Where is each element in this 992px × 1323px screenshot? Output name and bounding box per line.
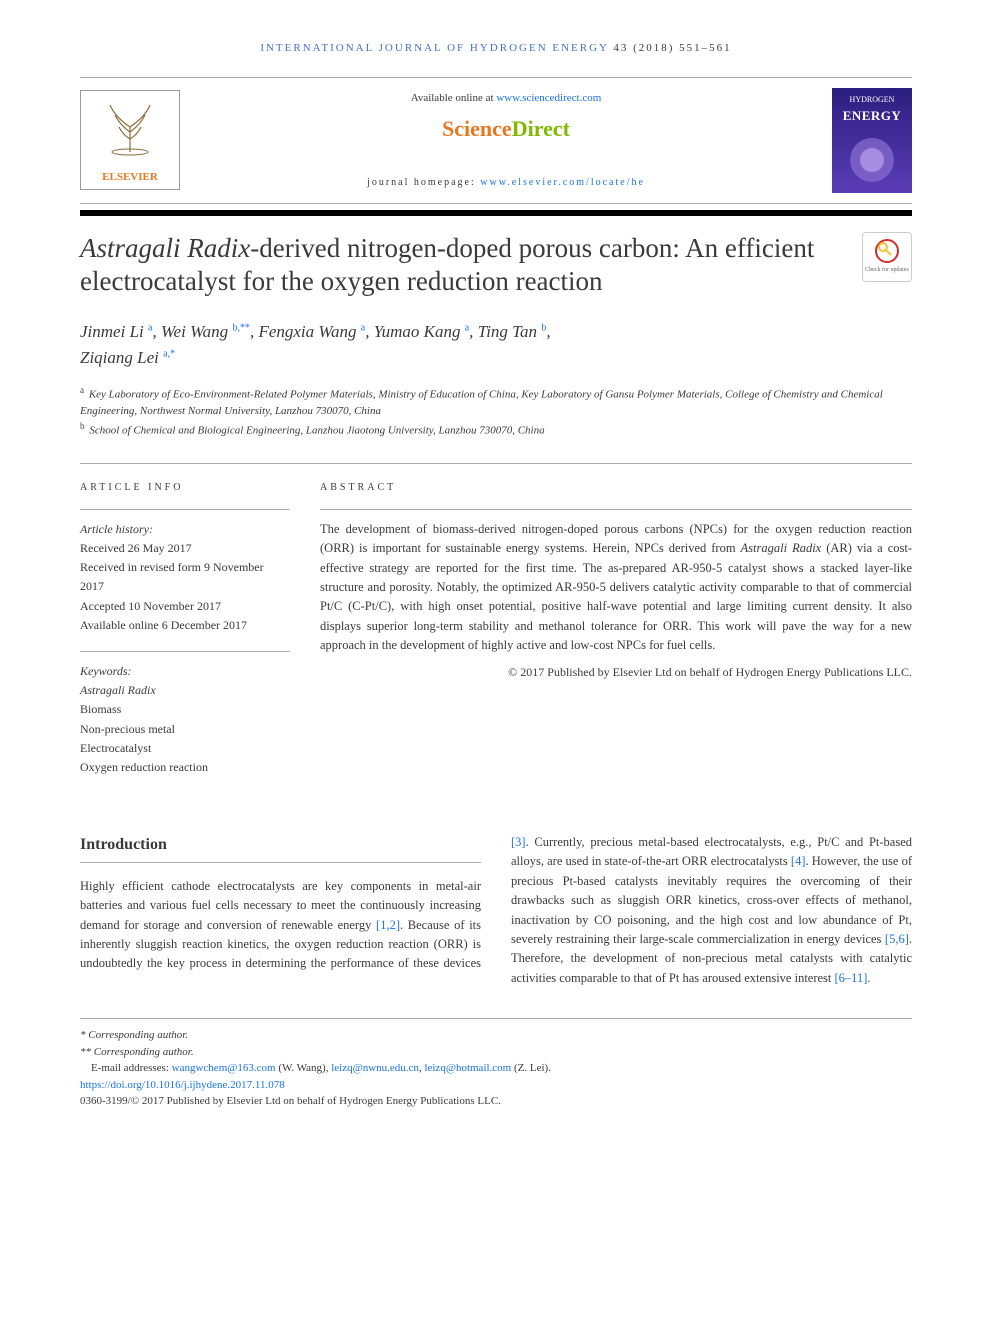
journal-homepage: journal homepage: www.elsevier.com/locat… [192, 175, 820, 190]
hp-label: journal homepage: [367, 177, 480, 188]
author-email-link[interactable]: leizq@hotmail.com [424, 1062, 511, 1074]
citation-link[interactable]: [5,6] [885, 932, 909, 946]
author-name: Fengxia Wang [258, 322, 356, 341]
citation-link[interactable]: [1,2] [376, 918, 400, 932]
info-abstract-row: ARTICLE INFO Article history: Received 2… [80, 463, 912, 793]
issn-copyright: 0360-3199/© 2017 Published by Elsevier L… [80, 1093, 912, 1110]
abstract-italic: Astragali Radix [741, 541, 822, 555]
email-who: (Z. Lei). [511, 1062, 551, 1074]
affiliation-a: a Key Laboratory of Eco-Environment-Rela… [80, 384, 912, 420]
author-aff[interactable]: a,* [163, 348, 175, 359]
author: Ting Tan b [478, 322, 547, 341]
affiliation-text: Key Laboratory of Eco-Environment-Relate… [80, 389, 883, 418]
title-separator-bar [80, 210, 912, 216]
author-name: Wei Wang [161, 322, 228, 341]
cover-art-icon [842, 125, 902, 185]
author: Ziqiang Lei a,* [80, 348, 175, 367]
author-name: Ziqiang Lei [80, 348, 159, 367]
abstract-post: (AR) via a cost-effective strategy are r… [320, 541, 912, 652]
abstract-text: The development of biomass-derived nitro… [320, 509, 912, 682]
email-line: E-mail addresses: wangwchem@163.com (W. … [80, 1060, 912, 1077]
running-head: INTERNATIONAL JOURNAL OF HYDROGEN ENERGY… [80, 40, 912, 57]
keyword: Astragali Radix [80, 681, 290, 700]
author-aff[interactable]: a [465, 322, 469, 333]
author-email-link[interactable]: leizq@nwnu.edu.cn [331, 1062, 419, 1074]
journal-header: ELSEVIER Available online at www.science… [80, 77, 912, 204]
keyword: Electrocatalyst [80, 739, 290, 758]
affiliation-text: School of Chemical and Biological Engine… [89, 424, 544, 436]
abstract-copyright: © 2017 Published by Elsevier Ltd on beha… [320, 663, 912, 682]
keyword: Non-precious metal [80, 720, 290, 739]
header-center: Available online at www.sciencedirect.co… [180, 90, 832, 191]
page-footer: * Corresponding author. ** Corresponding… [80, 1018, 912, 1110]
history-label: Article history: [80, 520, 290, 539]
publisher-name: ELSEVIER [102, 169, 158, 186]
citation-link[interactable]: [4] [791, 854, 806, 868]
article-title: Astragali Radix-derived nitrogen-doped p… [80, 232, 862, 300]
running-head-vol: 43 (2018) 551–561 [613, 42, 731, 54]
available-prefix: Available online at [411, 92, 497, 104]
author-name: Ting Tan [478, 322, 537, 341]
keyword: Biomass [80, 700, 290, 719]
title-row: Astragali Radix-derived nitrogen-doped p… [80, 232, 912, 300]
running-head-journal: INTERNATIONAL JOURNAL OF HYDROGEN ENERGY [260, 42, 608, 54]
author: Jinmei Li a [80, 322, 152, 341]
journal-cover-thumbnail: HYDROGEN ENERGY [832, 88, 912, 193]
date-online: Available online 6 December 2017 [80, 616, 290, 635]
sd-logo-part2: Direct [512, 116, 570, 141]
author-aff[interactable]: b [541, 322, 546, 333]
abstract-column: ABSTRACT The development of biomass-deri… [320, 480, 912, 793]
crossmark-label: Check for updates [865, 266, 909, 275]
corresponding-author-1: * Corresponding author. [80, 1027, 912, 1044]
introduction-heading: Introduction [80, 833, 481, 863]
author-name: Jinmei Li [80, 322, 144, 341]
title-italic: Astragali Radix [80, 233, 250, 263]
keywords-label: Keywords: [80, 662, 290, 681]
author-list: Jinmei Li a, Wei Wang b,**, Fengxia Wang… [80, 319, 912, 370]
citation-link[interactable]: [3] [511, 835, 526, 849]
article-body: Introduction Highly efficient cathode el… [80, 833, 912, 988]
crossmark-badge[interactable]: Check for updates [862, 232, 912, 282]
publisher-logo: ELSEVIER [80, 90, 180, 190]
elsevier-tree-icon [95, 97, 165, 157]
author: Wei Wang b,** [161, 322, 250, 341]
available-online: Available online at www.sciencedirect.co… [192, 90, 820, 107]
date-received: Received 26 May 2017 [80, 539, 290, 558]
abstract-heading: ABSTRACT [320, 480, 912, 495]
cover-line2: ENERGY [843, 106, 902, 126]
keyword: Oxygen reduction reaction [80, 758, 290, 777]
body-text: . [867, 971, 870, 985]
sciencedirect-link[interactable]: www.sciencedirect.com [496, 92, 601, 104]
corresponding-author-2: ** Corresponding author. [80, 1044, 912, 1061]
affiliations: a Key Laboratory of Eco-Environment-Rela… [80, 384, 912, 439]
author-email-link[interactable]: wangwchem@163.com [172, 1062, 276, 1074]
affiliation-b: b School of Chemical and Biological Engi… [80, 420, 912, 439]
author-name: Yumao Kang [374, 322, 461, 341]
keywords-block: Keywords: Astragali Radix Biomass Non-pr… [80, 651, 290, 777]
author-aff[interactable]: a [148, 322, 152, 333]
article-info-heading: ARTICLE INFO [80, 480, 290, 495]
date-revised: Received in revised form 9 November 2017 [80, 558, 290, 596]
author: Fengxia Wang a [258, 322, 365, 341]
sciencedirect-logo: ScienceDirect [192, 112, 820, 145]
sd-logo-part1: Science [442, 116, 512, 141]
author: Yumao Kang a [374, 322, 469, 341]
email-label: E-mail addresses: [91, 1062, 172, 1074]
crossmark-icon [874, 238, 900, 264]
author-aff[interactable]: a [361, 322, 365, 333]
article-history: Article history: Received 26 May 2017 Re… [80, 509, 290, 635]
email-who: (W. Wang), [276, 1062, 332, 1074]
author-aff[interactable]: b,** [232, 322, 250, 333]
citation-link[interactable]: [6–11] [835, 971, 868, 985]
journal-homepage-link[interactable]: www.elsevier.com/locate/he [480, 177, 645, 188]
date-accepted: Accepted 10 November 2017 [80, 597, 290, 616]
article-info-column: ARTICLE INFO Article history: Received 2… [80, 480, 290, 793]
doi-link[interactable]: https://doi.org/10.1016/j.ijhydene.2017.… [80, 1079, 285, 1091]
cover-line1: HYDROGEN [850, 94, 895, 106]
